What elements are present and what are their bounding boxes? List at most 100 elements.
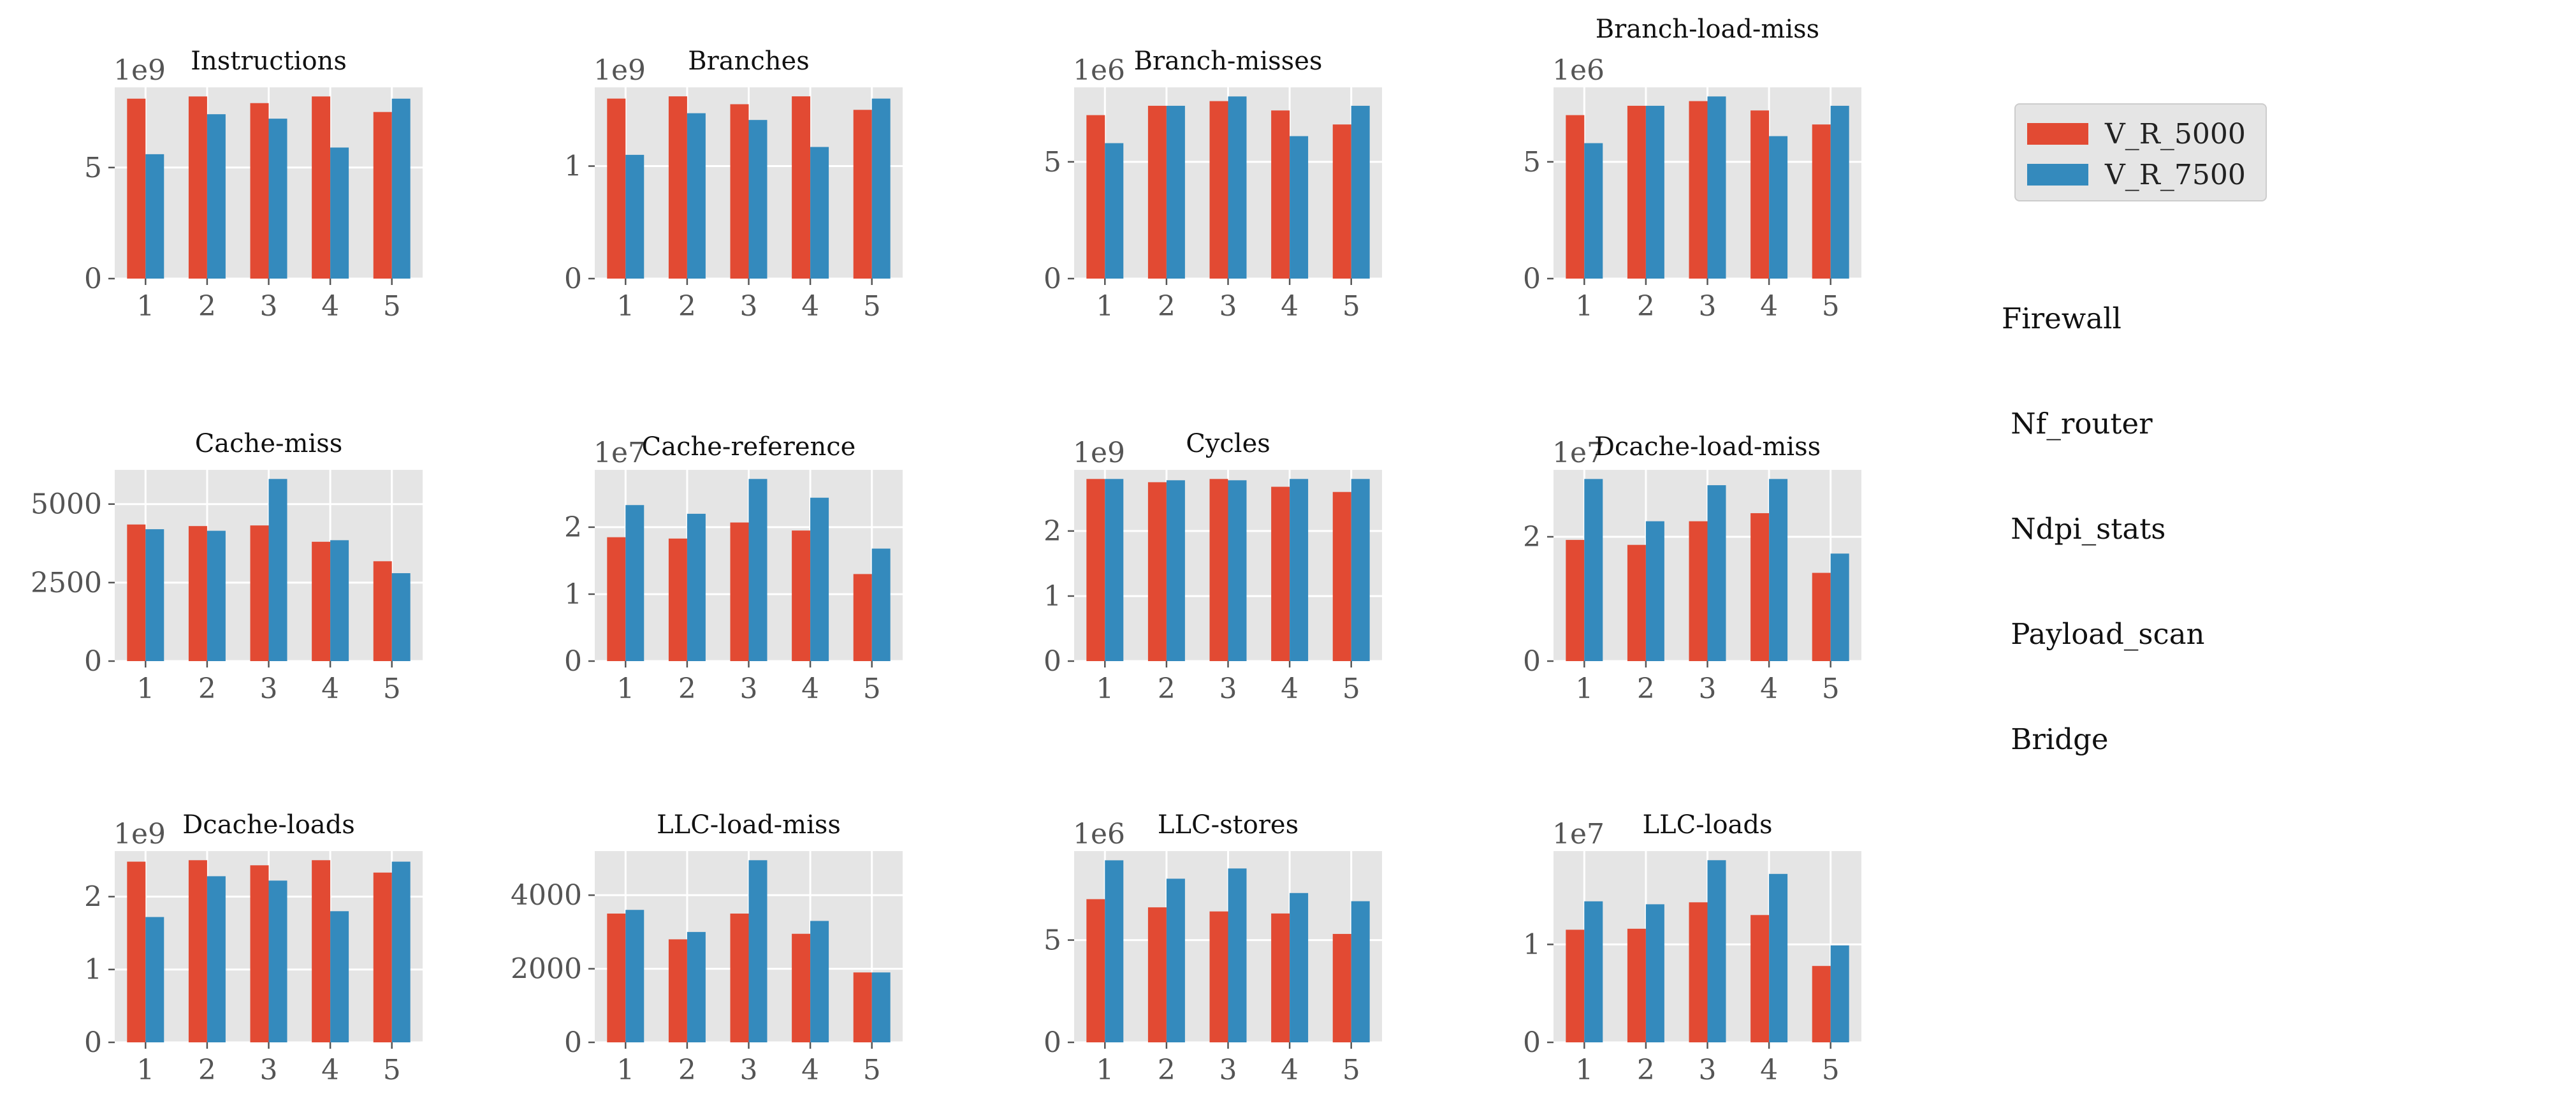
bar-v-r-5000-cat-5 — [1332, 933, 1351, 1042]
y-tick-label: 2 — [1523, 521, 1541, 553]
axis-offset-label: 1e6 — [1552, 54, 1605, 87]
bar-v-r-7500-cat-4 — [1769, 136, 1788, 279]
bar-v-r-7500-cat-5 — [1830, 945, 1849, 1042]
x-tick-label: 5 — [863, 673, 881, 705]
bar-v-r-7500-cat-2 — [207, 114, 226, 279]
bar-v-r-5000-cat-3 — [1689, 521, 1708, 661]
bar-v-r-5000-cat-4 — [792, 933, 811, 1042]
bar-v-r-5000-cat-5 — [1812, 966, 1831, 1042]
chart-title: Cache-miss — [195, 429, 343, 458]
bar-v-r-5000-cat-1 — [607, 913, 626, 1042]
y-tick-label: 0 — [1044, 645, 1061, 678]
axis-offset-label: 1e6 — [1073, 54, 1125, 87]
y-tick-label: 0 — [1044, 263, 1061, 295]
x-tick-label: 2 — [198, 1054, 216, 1086]
bar-v-r-7500-cat-5 — [871, 548, 891, 661]
bar-v-r-5000-cat-1 — [1086, 899, 1105, 1042]
bar-v-r-5000-cat-3 — [250, 865, 269, 1042]
x-tick-label: 4 — [321, 1054, 339, 1086]
bar-v-r-7500-cat-3 — [1707, 485, 1726, 661]
side-text-line: Nf_router — [2002, 407, 2153, 441]
subplot-cycles: 0 1 2 1 2 3 4 5 1e9 Cycles — [1044, 429, 1382, 705]
x-tick-label: 1 — [1575, 1054, 1593, 1086]
x-tick-label: 4 — [321, 290, 339, 323]
bar-v-r-5000-cat-1 — [1086, 115, 1105, 279]
legend: V_R_5000 V_R_7500 — [2014, 103, 2267, 201]
bar-v-r-7500-cat-4 — [330, 147, 349, 279]
bar-v-r-5000-cat-3 — [1209, 479, 1228, 661]
bar-v-r-5000-cat-5 — [1332, 124, 1351, 279]
y-tick-label: 5 — [84, 152, 102, 184]
y-tick-label: 5000 — [31, 488, 102, 521]
x-tick-label: 5 — [383, 673, 401, 705]
bar-v-r-5000-cat-4 — [792, 530, 811, 661]
bar-v-r-7500-cat-4 — [330, 540, 349, 661]
x-tick-label: 1 — [1096, 673, 1114, 705]
bar-v-r-5000-cat-3 — [730, 913, 749, 1042]
bar-v-r-7500-cat-3 — [268, 119, 287, 279]
chart-title: LLC-loads — [1642, 810, 1772, 840]
axis-offset-label: 1e9 — [1073, 437, 1125, 469]
x-tick-label: 1 — [616, 290, 634, 323]
bar-v-r-5000-cat-5 — [373, 872, 392, 1042]
bar-v-r-7500-cat-3 — [1228, 480, 1247, 661]
bar-v-r-5000-cat-3 — [1689, 902, 1708, 1042]
subplot-dcache-loads: 0 1 2 1 2 3 4 5 1e9 Dcache-loads — [84, 810, 423, 1086]
x-tick-label: 3 — [1699, 673, 1717, 705]
bar-v-r-7500-cat-2 — [207, 876, 226, 1042]
bar-v-r-7500-cat-2 — [1166, 105, 1185, 279]
x-tick-label: 1 — [136, 673, 154, 705]
bar-v-r-5000-cat-1 — [1566, 539, 1585, 661]
subplot-cache-miss: 0 2500 5000 1 2 3 4 5 Cache-miss — [31, 429, 423, 705]
x-tick-label: 2 — [678, 290, 696, 323]
axis-offset-label: 1e9 — [113, 54, 166, 87]
x-tick-label: 2 — [1158, 290, 1175, 323]
bar-v-r-7500-cat-2 — [687, 931, 706, 1042]
x-tick-label: 1 — [1575, 290, 1593, 323]
y-tick-label: 2000 — [511, 953, 582, 986]
y-tick-label: 1 — [84, 954, 102, 986]
x-tick-label: 4 — [1760, 673, 1778, 705]
bar-v-r-5000-cat-5 — [853, 972, 872, 1042]
bar-v-r-7500-cat-1 — [1584, 143, 1603, 279]
bar-v-r-5000-cat-4 — [1750, 513, 1770, 661]
x-tick-label: 1 — [616, 673, 634, 705]
bar-v-r-5000-cat-1 — [1086, 479, 1105, 661]
bar-v-r-5000-cat-3 — [1689, 101, 1708, 279]
bar-v-r-5000-cat-3 — [250, 525, 269, 661]
axis-offset-label: 1e9 — [113, 818, 166, 850]
bar-v-r-7500-cat-1 — [625, 154, 644, 279]
x-tick-label: 2 — [1158, 1054, 1175, 1086]
subplot-llc-stores: 0 5 1 2 3 4 5 1e6 LLC-stores — [1044, 810, 1382, 1086]
bar-v-r-7500-cat-3 — [748, 120, 768, 279]
y-tick-label: 2 — [1044, 515, 1061, 548]
subplot-llc-load-miss: 0 2000 4000 1 2 3 4 5 LLC-load-miss — [511, 810, 903, 1086]
x-tick-label: 1 — [616, 1054, 634, 1086]
x-tick-label: 2 — [678, 673, 696, 705]
x-tick-label: 3 — [1219, 290, 1237, 323]
x-tick-label: 1 — [1575, 673, 1593, 705]
x-tick-label: 1 — [1096, 1054, 1114, 1086]
chart-title: Cache-reference — [642, 432, 856, 462]
chart-title: LLC-load-miss — [657, 810, 841, 840]
bar-v-r-5000-cat-5 — [373, 112, 392, 279]
bar-v-r-7500-cat-2 — [1166, 480, 1185, 661]
chart-title: Cycles — [1186, 429, 1270, 458]
bar-v-r-7500-cat-3 — [748, 860, 768, 1042]
bar-v-r-5000-cat-2 — [668, 96, 687, 279]
y-tick-label: 0 — [1523, 1026, 1541, 1059]
bar-v-r-5000-cat-1 — [127, 524, 146, 661]
legend-label-v-r-7500: V_R_7500 — [2105, 158, 2246, 191]
x-tick-label: 4 — [1760, 290, 1778, 323]
y-tick-label: 0 — [564, 1026, 582, 1059]
bar-v-r-5000-cat-2 — [1147, 907, 1167, 1042]
bar-v-r-5000-cat-3 — [1209, 101, 1228, 279]
bar-v-r-7500-cat-4 — [810, 497, 829, 661]
bar-v-r-5000-cat-4 — [792, 96, 811, 279]
bar-v-r-7500-cat-5 — [871, 98, 891, 279]
bar-v-r-7500-cat-3 — [268, 479, 287, 661]
bar-v-r-7500-cat-4 — [1290, 136, 1309, 279]
bar-v-r-7500-cat-5 — [1351, 479, 1370, 661]
